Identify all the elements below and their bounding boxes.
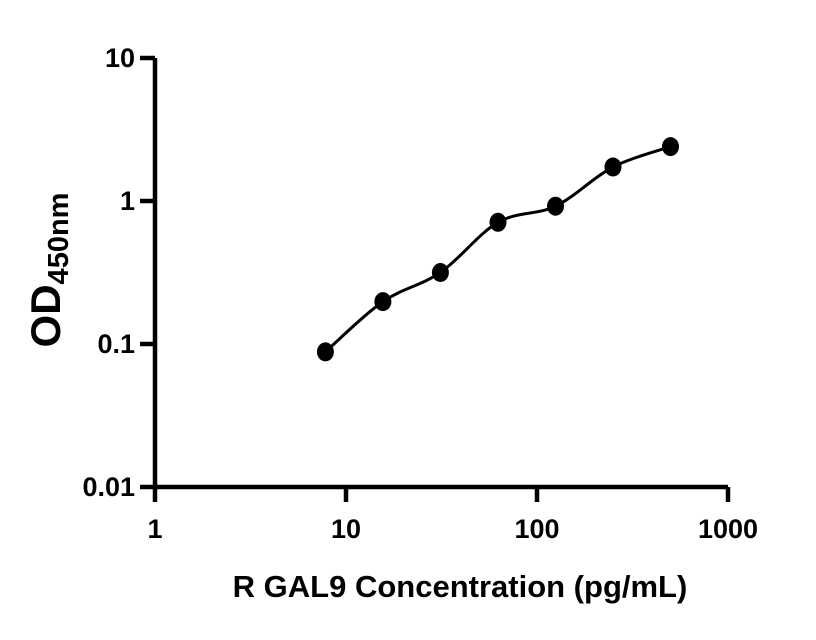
data-point	[547, 196, 564, 216]
data-series	[316, 137, 679, 362]
data-point	[431, 263, 449, 282]
x-tick-label: 1000	[698, 514, 758, 544]
data-point	[374, 292, 392, 312]
tick-marks	[140, 55, 731, 502]
x-tick-label: 100	[514, 514, 559, 544]
tick-labels: 10 1 0.1 0.01 1 10 100 1000	[82, 43, 758, 544]
data-point	[604, 157, 622, 177]
y-tick-label: 0.01	[82, 472, 135, 502]
data-point	[662, 137, 679, 157]
data-point	[316, 342, 334, 362]
x-axis-title: R GAL9 Concentration (pg/mL)	[233, 569, 688, 604]
y-tick-label: 10	[105, 43, 135, 73]
x-tick-label: 10	[331, 514, 361, 544]
y-tick-label: 1	[120, 186, 135, 216]
y-tick-label: 0.1	[97, 329, 135, 359]
y-axis-title-subscript: 450nm	[43, 193, 75, 285]
y-axis-title: OD450nm	[22, 193, 75, 348]
fit-curve	[324, 145, 672, 354]
x-tick-label: 1	[147, 514, 162, 544]
data-point	[489, 212, 507, 232]
y-axis-title-main: OD	[22, 284, 69, 347]
